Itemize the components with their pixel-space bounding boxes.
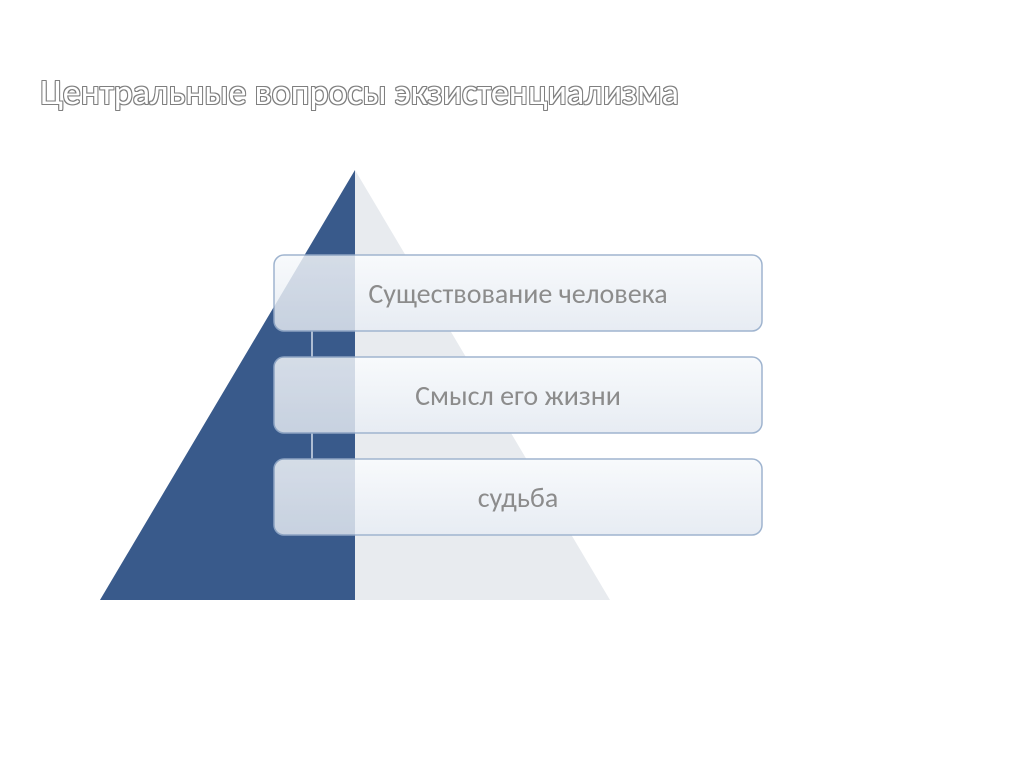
slide: Центральные вопросы экзистенциализма [0,0,1024,767]
slide-title: Центральные вопросы экзистенциализма [40,70,679,114]
item-label-1: Существование человека [274,255,762,331]
item-label-2: Смысл его жизни [274,357,762,433]
pyramid-diagram: Существование человека Смысл его жизни с… [100,170,820,670]
item-label-3: судьба [274,459,762,535]
